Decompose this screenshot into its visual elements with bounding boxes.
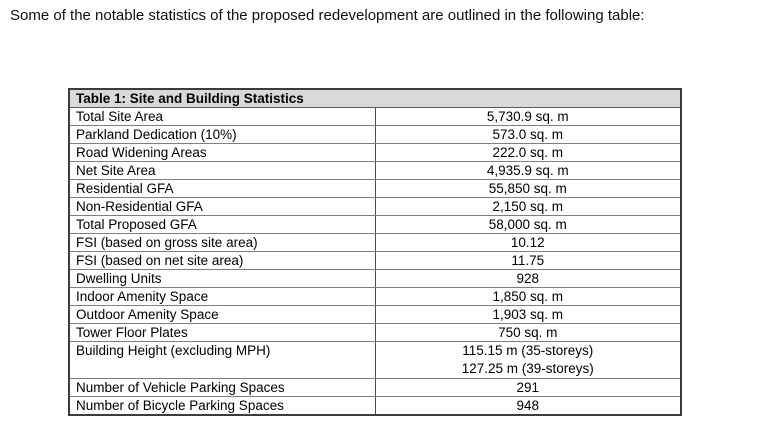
site-building-statistics-table: Table 1: Site and Building Statistics To… bbox=[68, 88, 682, 416]
row-label: Number of Bicycle Parking Spaces bbox=[68, 396, 376, 416]
row-value: 1,850 sq. m bbox=[374, 287, 682, 306]
row-label: Total Proposed GFA bbox=[68, 215, 376, 234]
intro-paragraph: Some of the notable statistics of the pr… bbox=[10, 7, 645, 24]
row-label: FSI (based on net site area) bbox=[68, 251, 376, 270]
table-row: Parkland Dedication (10%) 573.0 sq. m bbox=[68, 125, 682, 144]
row-label: Parkland Dedication (10%) bbox=[68, 125, 376, 144]
row-value: 222.0 sq. m bbox=[374, 143, 682, 162]
table-row: Total Proposed GFA 58,000 sq. m bbox=[68, 215, 682, 234]
row-label: Non-Residential GFA bbox=[68, 197, 376, 216]
table-row: Outdoor Amenity Space 1,903 sq. m bbox=[68, 305, 682, 324]
row-label: Tower Floor Plates bbox=[68, 323, 376, 342]
row-label: Outdoor Amenity Space bbox=[68, 305, 376, 324]
row-label: Number of Vehicle Parking Spaces bbox=[68, 378, 376, 397]
row-label: Net Site Area bbox=[68, 161, 376, 180]
row-value: 948 bbox=[374, 396, 682, 416]
table-row: FSI (based on gross site area) 10.12 bbox=[68, 233, 682, 252]
row-label: Building Height (excluding MPH) bbox=[68, 341, 376, 379]
row-value: 11.75 bbox=[374, 251, 682, 270]
table-row: Residential GFA 55,850 sq. m bbox=[68, 179, 682, 198]
row-value: 291 bbox=[374, 378, 682, 397]
row-value-line: 115.15 m (35-storeys) bbox=[462, 343, 594, 358]
row-label: Dwelling Units bbox=[68, 269, 376, 288]
row-label: Indoor Amenity Space bbox=[68, 287, 376, 306]
row-value: 55,850 sq. m bbox=[374, 179, 682, 198]
row-label: Residential GFA bbox=[68, 179, 376, 198]
table-header-row: Table 1: Site and Building Statistics bbox=[68, 88, 682, 108]
row-label: Road Widening Areas bbox=[68, 143, 376, 162]
row-value: 1,903 sq. m bbox=[374, 305, 682, 324]
row-value: 4,935.9 sq. m bbox=[374, 161, 682, 180]
row-value: 928 bbox=[374, 269, 682, 288]
table-row: Net Site Area 4,935.9 sq. m bbox=[68, 161, 682, 180]
table-row: Dwelling Units 928 bbox=[68, 269, 682, 288]
table-row: Building Height (excluding MPH) 115.15 m… bbox=[68, 341, 682, 379]
table-row: Indoor Amenity Space 1,850 sq. m bbox=[68, 287, 682, 306]
row-value: 750 sq. m bbox=[374, 323, 682, 342]
row-value: 10.12 bbox=[374, 233, 682, 252]
row-value: 5,730.9 sq. m bbox=[374, 107, 682, 126]
row-label: FSI (based on gross site area) bbox=[68, 233, 376, 252]
row-label: Total Site Area bbox=[68, 107, 376, 126]
row-value: 58,000 sq. m bbox=[374, 215, 682, 234]
table-row: Road Widening Areas 222.0 sq. m bbox=[68, 143, 682, 162]
table-row: Number of Vehicle Parking Spaces 291 bbox=[68, 378, 682, 397]
table-row: FSI (based on net site area) 11.75 bbox=[68, 251, 682, 270]
table-row: Non-Residential GFA 2,150 sq. m bbox=[68, 197, 682, 216]
table-row: Total Site Area 5,730.9 sq. m bbox=[68, 107, 682, 126]
table-title: Table 1: Site and Building Statistics bbox=[68, 88, 682, 108]
table-row: Tower Floor Plates 750 sq. m bbox=[68, 323, 682, 342]
table-row: Number of Bicycle Parking Spaces 948 bbox=[68, 396, 682, 416]
row-value: 115.15 m (35-storeys) 127.25 m (39-store… bbox=[374, 341, 682, 379]
row-value: 2,150 sq. m bbox=[374, 197, 682, 216]
row-value-line: 127.25 m (39-storeys) bbox=[461, 361, 594, 376]
row-value: 573.0 sq. m bbox=[374, 125, 682, 144]
